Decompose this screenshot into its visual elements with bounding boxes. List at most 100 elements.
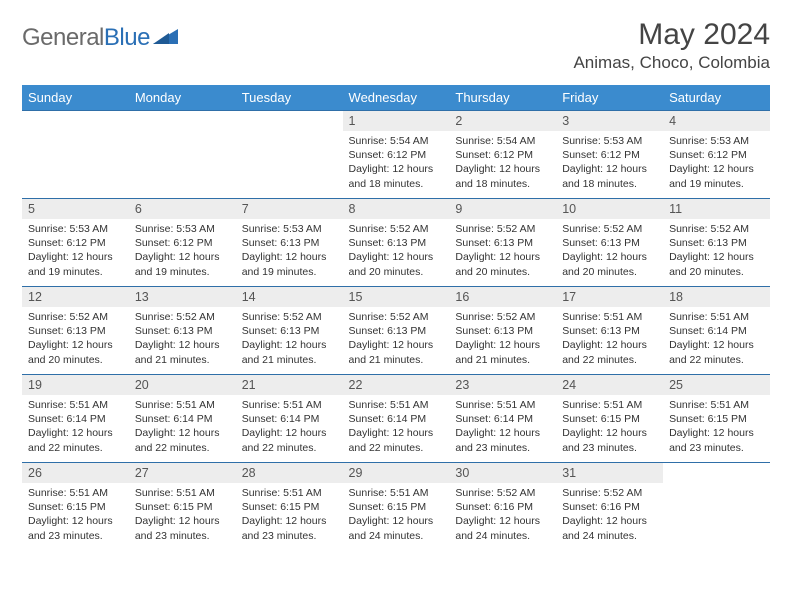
day-number: 4 <box>663 111 770 131</box>
sunset-value: 6:14 PM <box>67 413 106 425</box>
sunrise-label: Sunrise: <box>349 487 388 499</box>
day-info: Sunrise: 5:51 AMSunset: 6:15 PMDaylight:… <box>129 483 236 547</box>
sunset-value: 6:12 PM <box>387 149 426 161</box>
calendar-cell: 30Sunrise: 5:52 AMSunset: 6:16 PMDayligh… <box>449 463 556 551</box>
daylight-label: Daylight: <box>28 251 69 263</box>
daylight-label: Daylight: <box>349 339 390 351</box>
calendar-cell <box>663 463 770 551</box>
sunrise-label: Sunrise: <box>562 135 601 147</box>
sunrise-value: 5:51 AM <box>604 399 643 411</box>
day-info: Sunrise: 5:51 AMSunset: 6:15 PMDaylight:… <box>236 483 343 547</box>
daylight-label: Daylight: <box>455 339 496 351</box>
day-number: 8 <box>343 199 450 219</box>
sunset-value: 6:13 PM <box>387 237 426 249</box>
calendar-cell: 11Sunrise: 5:52 AMSunset: 6:13 PMDayligh… <box>663 199 770 287</box>
sunset-label: Sunset: <box>242 237 278 249</box>
sunrise-value: 5:51 AM <box>390 487 429 499</box>
day-info: Sunrise: 5:54 AMSunset: 6:12 PMDaylight:… <box>449 131 556 195</box>
sunrise-label: Sunrise: <box>135 399 174 411</box>
day-number: 27 <box>129 463 236 483</box>
sunset-value: 6:12 PM <box>708 149 747 161</box>
sunset-label: Sunset: <box>135 237 171 249</box>
day-info: Sunrise: 5:51 AMSunset: 6:15 PMDaylight:… <box>556 395 663 459</box>
calendar-cell: 6Sunrise: 5:53 AMSunset: 6:12 PMDaylight… <box>129 199 236 287</box>
daylight-label: Daylight: <box>135 251 176 263</box>
day-header: Saturday <box>663 85 770 111</box>
sunrise-value: 5:52 AM <box>69 311 108 323</box>
calendar-cell: 22Sunrise: 5:51 AMSunset: 6:14 PMDayligh… <box>343 375 450 463</box>
day-info: Sunrise: 5:51 AMSunset: 6:14 PMDaylight:… <box>449 395 556 459</box>
sunset-label: Sunset: <box>455 325 491 337</box>
calendar-cell: 1Sunrise: 5:54 AMSunset: 6:12 PMDaylight… <box>343 111 450 199</box>
calendar-cell: 5Sunrise: 5:53 AMSunset: 6:12 PMDaylight… <box>22 199 129 287</box>
daylight-label: Daylight: <box>455 427 496 439</box>
calendar-week-row: 12Sunrise: 5:52 AMSunset: 6:13 PMDayligh… <box>22 287 770 375</box>
sunset-label: Sunset: <box>28 413 64 425</box>
sunset-value: 6:15 PM <box>280 501 319 513</box>
day-info: Sunrise: 5:54 AMSunset: 6:12 PMDaylight:… <box>343 131 450 195</box>
sunrise-label: Sunrise: <box>242 311 281 323</box>
day-number: 9 <box>449 199 556 219</box>
day-info: Sunrise: 5:51 AMSunset: 6:13 PMDaylight:… <box>556 307 663 371</box>
sunrise-label: Sunrise: <box>669 311 708 323</box>
calendar-cell: 20Sunrise: 5:51 AMSunset: 6:14 PMDayligh… <box>129 375 236 463</box>
daylight-label: Daylight: <box>562 339 603 351</box>
sunset-label: Sunset: <box>135 501 171 513</box>
daylight-label: Daylight: <box>242 427 283 439</box>
calendar-cell: 12Sunrise: 5:52 AMSunset: 6:13 PMDayligh… <box>22 287 129 375</box>
sunrise-value: 5:51 AM <box>497 399 536 411</box>
sunrise-value: 5:51 AM <box>69 487 108 499</box>
daylight-label: Daylight: <box>669 163 710 175</box>
sunrise-label: Sunrise: <box>242 399 281 411</box>
sunset-value: 6:13 PM <box>280 325 319 337</box>
day-header: Wednesday <box>343 85 450 111</box>
day-number: 12 <box>22 287 129 307</box>
calendar-cell: 25Sunrise: 5:51 AMSunset: 6:15 PMDayligh… <box>663 375 770 463</box>
sunrise-label: Sunrise: <box>135 311 174 323</box>
sunrise-value: 5:51 AM <box>711 399 750 411</box>
day-number: 29 <box>343 463 450 483</box>
calendar-cell: 14Sunrise: 5:52 AMSunset: 6:13 PMDayligh… <box>236 287 343 375</box>
header: GeneralBlue May 2024 Animas, Choco, Colo… <box>22 18 770 73</box>
sunset-label: Sunset: <box>349 413 385 425</box>
day-info: Sunrise: 5:53 AMSunset: 6:12 PMDaylight:… <box>22 219 129 283</box>
calendar-body: 1Sunrise: 5:54 AMSunset: 6:12 PMDaylight… <box>22 111 770 551</box>
sunrise-label: Sunrise: <box>349 311 388 323</box>
sunrise-value: 5:53 AM <box>176 223 215 235</box>
day-number: 31 <box>556 463 663 483</box>
day-number: 2 <box>449 111 556 131</box>
sunset-label: Sunset: <box>242 501 278 513</box>
day-header: Tuesday <box>236 85 343 111</box>
sunset-label: Sunset: <box>28 325 64 337</box>
day-number: 7 <box>236 199 343 219</box>
day-number: 18 <box>663 287 770 307</box>
day-info: Sunrise: 5:51 AMSunset: 6:14 PMDaylight:… <box>663 307 770 371</box>
day-info: Sunrise: 5:52 AMSunset: 6:13 PMDaylight:… <box>663 219 770 283</box>
day-info: Sunrise: 5:52 AMSunset: 6:13 PMDaylight:… <box>22 307 129 371</box>
sunrise-label: Sunrise: <box>669 399 708 411</box>
day-info: Sunrise: 5:51 AMSunset: 6:15 PMDaylight:… <box>663 395 770 459</box>
sunset-value: 6:12 PM <box>601 149 640 161</box>
calendar-cell: 28Sunrise: 5:51 AMSunset: 6:15 PMDayligh… <box>236 463 343 551</box>
sunrise-label: Sunrise: <box>562 399 601 411</box>
day-number: 11 <box>663 199 770 219</box>
daylight-label: Daylight: <box>562 515 603 527</box>
sunset-label: Sunset: <box>455 237 491 249</box>
sunset-value: 6:12 PM <box>494 149 533 161</box>
sunrise-label: Sunrise: <box>28 311 67 323</box>
day-info: Sunrise: 5:51 AMSunset: 6:15 PMDaylight:… <box>343 483 450 547</box>
sunrise-value: 5:53 AM <box>283 223 322 235</box>
daylight-label: Daylight: <box>669 251 710 263</box>
day-header: Friday <box>556 85 663 111</box>
day-header-row: Sunday Monday Tuesday Wednesday Thursday… <box>22 85 770 111</box>
calendar-cell: 31Sunrise: 5:52 AMSunset: 6:16 PMDayligh… <box>556 463 663 551</box>
daylight-label: Daylight: <box>669 427 710 439</box>
calendar-cell: 3Sunrise: 5:53 AMSunset: 6:12 PMDaylight… <box>556 111 663 199</box>
daylight-label: Daylight: <box>242 251 283 263</box>
sunset-label: Sunset: <box>135 413 171 425</box>
calendar-cell: 18Sunrise: 5:51 AMSunset: 6:14 PMDayligh… <box>663 287 770 375</box>
calendar-week-row: 26Sunrise: 5:51 AMSunset: 6:15 PMDayligh… <box>22 463 770 551</box>
day-number: 10 <box>556 199 663 219</box>
day-info: Sunrise: 5:52 AMSunset: 6:13 PMDaylight:… <box>129 307 236 371</box>
sunset-label: Sunset: <box>562 325 598 337</box>
